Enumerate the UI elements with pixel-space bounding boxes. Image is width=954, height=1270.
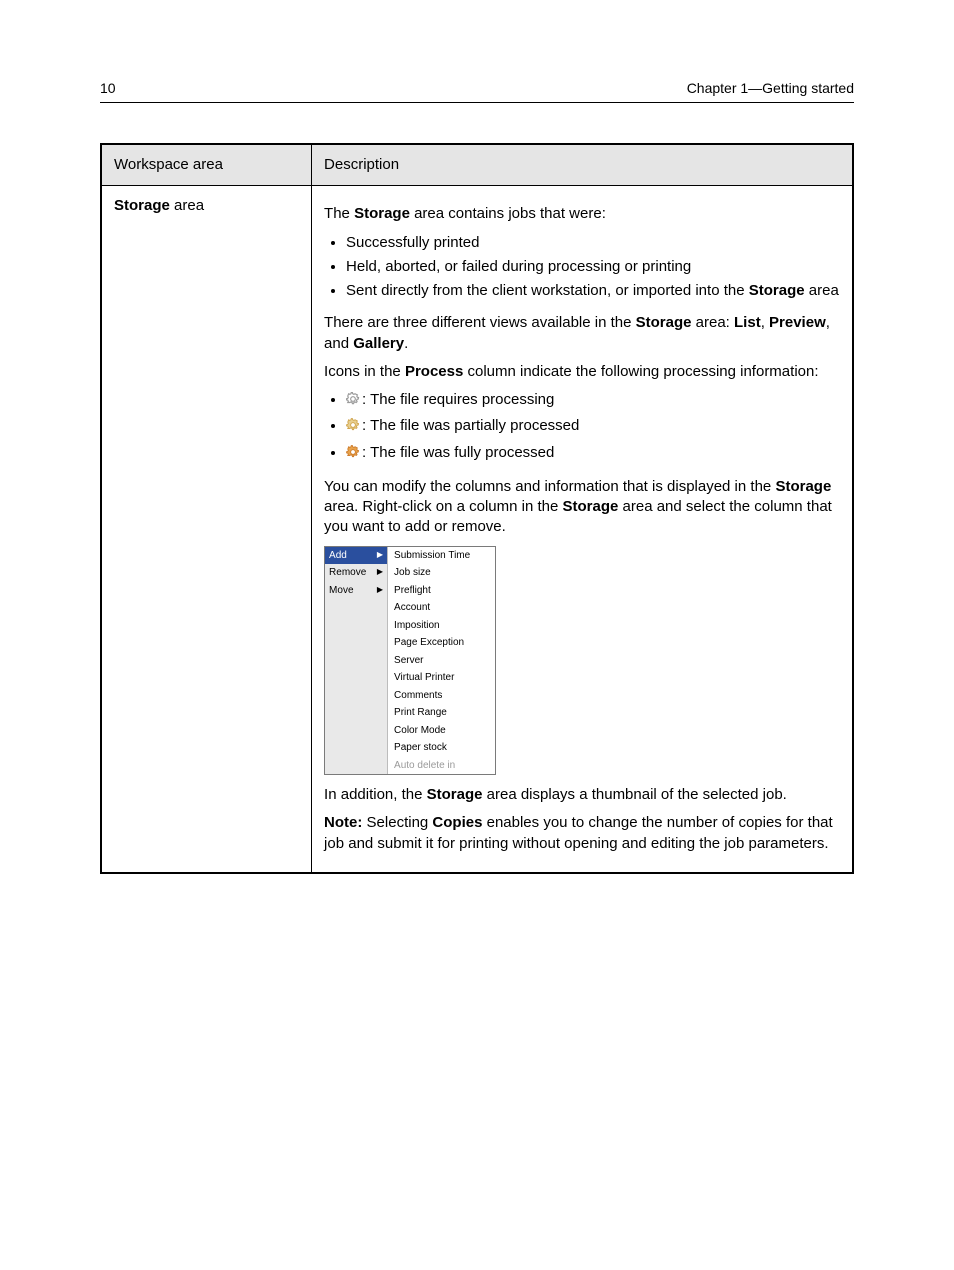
text: area. Right-click on a column in the [324,498,562,515]
text-strong: Process [405,363,463,380]
menu-item-remove: Remove ▶ [325,564,387,582]
col-header-description: Description [312,144,853,186]
text-strong: Storage [636,314,692,331]
submenu-item: Paper stock [388,739,495,757]
note-label: Note: [324,814,362,831]
bullet-list-a: Successfully printed Held, aborted, or f… [324,233,840,302]
text: In addition, the [324,786,427,803]
list-item: : The file was fully processed [346,443,840,465]
text: Move [329,584,353,598]
cell-description: The Storage area contains jobs that were… [312,186,853,873]
gear-full-icon [346,445,360,465]
workspace-table: Workspace area Description Storage area … [100,143,854,874]
icons-intro: Icons in the Process column indicate the… [324,362,840,382]
text-strong: Preview [769,314,826,331]
chevron-right-icon: ▶ [377,550,383,561]
text: , [761,314,769,331]
col-header-workspace: Workspace area [101,144,312,186]
text: : The file was partially processed [362,417,579,434]
text: area: [691,314,734,331]
page: 10 Chapter 1—Getting started Workspace a… [0,0,954,1270]
context-menu-screenshot: Add ▶ Remove ▶ Move ▶ Submission Time Job s… [324,546,496,776]
text: Sent directly from the client workstatio… [346,282,749,299]
storage-label-rest: area [170,197,204,214]
cell-workspace-area: Storage area [101,186,312,873]
text: Add [329,549,347,563]
submenu-item: Page Exception [388,634,495,652]
text: You can modify the columns and informati… [324,478,775,495]
text-strong: Storage [749,282,805,299]
list-item: Sent directly from the client workstatio… [346,281,840,301]
context-menu-left: Add ▶ Remove ▶ Move ▶ [325,547,388,775]
text: column indicate the following processing… [463,363,818,380]
storage-label-bold: Storage [114,197,170,214]
text: There are three different views availabl… [324,314,636,331]
submenu-item: Account [388,599,495,617]
gear-partial-icon [346,418,360,438]
page-number: 10 [100,80,116,96]
text-strong: Gallery [353,335,404,352]
modify-columns-line: You can modify the columns and informati… [324,477,840,538]
menu-item-move: Move ▶ [325,582,387,600]
submenu-item: Comments [388,687,495,705]
views-line: There are three different views availabl… [324,313,840,354]
list-item: : The file was partially processed [346,416,840,438]
text-strong: Storage [427,786,483,803]
intro-post: area contains jobs that were: [410,205,606,222]
intro-pre: The [324,205,354,222]
submenu-item: Job size [388,564,495,582]
list-item: : The file requires processing [346,390,840,412]
chapter-title: Chapter 1—Getting started [687,80,854,96]
text: area [805,282,839,299]
note-line: Note: Selecting Copies enables you to ch… [324,813,840,854]
submenu-item: Virtual Printer [388,669,495,687]
list-item: Successfully printed [346,233,840,253]
chevron-right-icon: ▶ [377,567,383,578]
text: Icons in the [324,363,405,380]
context-submenu: Submission Time Job size Preflight Accou… [388,547,495,775]
table-row: Storage area The Storage area contains j… [101,186,853,873]
menu-item-add: Add ▶ [325,547,387,565]
thumbnail-line: In addition, the Storage area displays a… [324,785,840,805]
text: : The file was fully processed [362,444,554,461]
text: Remove [329,566,366,580]
text: . [404,335,408,352]
intro-strong: Storage [354,205,410,222]
page-header: 10 Chapter 1—Getting started [100,80,854,103]
gear-outline-icon [346,392,360,412]
submenu-item: Imposition [388,617,495,635]
text: area displays a thumbnail of the selecte… [482,786,786,803]
text-strong: Copies [432,814,482,831]
submenu-item: Server [388,652,495,670]
submenu-item-disabled: Auto delete in [388,757,495,775]
submenu-item: Print Range [388,704,495,722]
list-item: Held, aborted, or failed during processi… [346,257,840,277]
text-strong: Storage [563,498,619,515]
text-strong: List [734,314,761,331]
table-header-row: Workspace area Description [101,144,853,186]
icon-list: : The file requires processing : The fil… [324,390,840,465]
submenu-item: Submission Time [388,547,495,565]
submenu-item: Preflight [388,582,495,600]
chevron-right-icon: ▶ [377,585,383,596]
text: : The file requires processing [362,391,554,408]
intro-line: The Storage area contains jobs that were… [324,204,840,224]
text-strong: Storage [775,478,831,495]
text: Selecting [362,814,432,831]
submenu-item: Color Mode [388,722,495,740]
